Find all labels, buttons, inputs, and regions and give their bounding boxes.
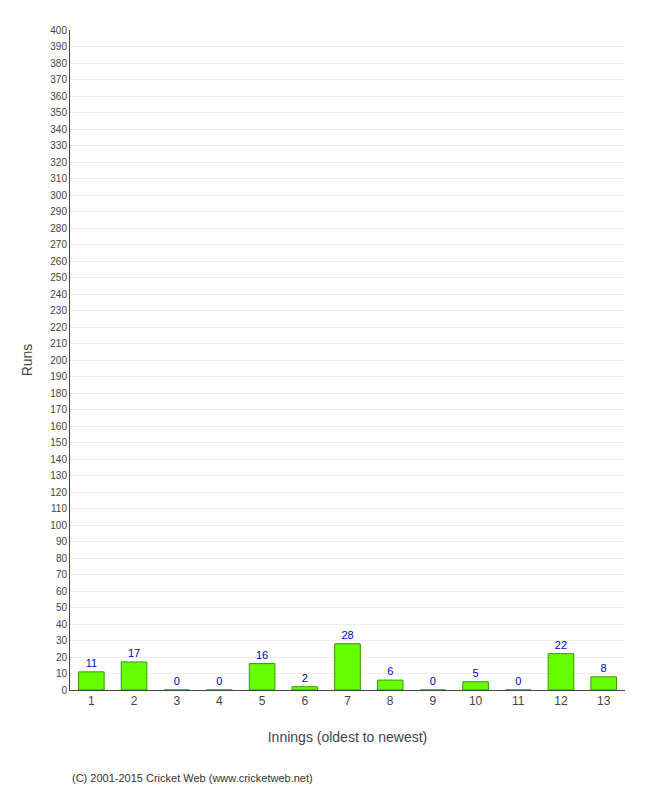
svg-text:11: 11 xyxy=(512,694,525,708)
svg-text:4: 4 xyxy=(216,694,223,708)
svg-text:0: 0 xyxy=(174,675,180,687)
svg-text:230: 230 xyxy=(50,305,67,316)
svg-text:280: 280 xyxy=(50,223,67,234)
svg-text:350: 350 xyxy=(50,107,67,118)
svg-text:370: 370 xyxy=(50,74,67,85)
svg-text:80: 80 xyxy=(56,553,68,564)
svg-text:30: 30 xyxy=(56,635,68,646)
svg-text:10: 10 xyxy=(469,694,483,708)
svg-text:250: 250 xyxy=(50,272,67,283)
svg-text:7: 7 xyxy=(344,694,351,708)
svg-text:17: 17 xyxy=(128,647,140,659)
svg-text:Runs: Runs xyxy=(19,344,35,377)
svg-text:2: 2 xyxy=(302,672,308,684)
svg-text:330: 330 xyxy=(50,140,67,151)
svg-text:180: 180 xyxy=(50,388,67,399)
svg-text:12: 12 xyxy=(554,694,568,708)
svg-text:50: 50 xyxy=(56,602,68,613)
svg-text:360: 360 xyxy=(50,91,67,102)
svg-text:22: 22 xyxy=(555,639,567,651)
svg-text:90: 90 xyxy=(56,536,68,547)
svg-text:130: 130 xyxy=(50,470,67,481)
svg-text:9: 9 xyxy=(430,694,437,708)
svg-text:390: 390 xyxy=(50,41,67,52)
svg-text:150: 150 xyxy=(50,437,67,448)
svg-text:190: 190 xyxy=(50,371,67,382)
svg-text:6: 6 xyxy=(387,665,393,677)
svg-text:300: 300 xyxy=(50,190,67,201)
svg-text:60: 60 xyxy=(56,586,68,597)
svg-text:6: 6 xyxy=(301,694,308,708)
svg-text:320: 320 xyxy=(50,157,67,168)
svg-text:240: 240 xyxy=(50,289,67,300)
svg-text:5: 5 xyxy=(473,667,479,679)
svg-text:2: 2 xyxy=(131,694,138,708)
svg-text:16: 16 xyxy=(256,649,268,661)
svg-text:70: 70 xyxy=(56,569,68,580)
svg-text:0: 0 xyxy=(216,675,222,687)
svg-text:0: 0 xyxy=(515,675,521,687)
svg-text:(C) 2001-2015 Cricket Web (www: (C) 2001-2015 Cricket Web (www.cricketwe… xyxy=(72,772,313,784)
svg-text:200: 200 xyxy=(50,355,67,366)
svg-text:210: 210 xyxy=(50,338,67,349)
svg-text:100: 100 xyxy=(50,520,67,531)
svg-text:220: 220 xyxy=(50,322,67,333)
svg-text:11: 11 xyxy=(86,657,97,669)
svg-text:1: 1 xyxy=(88,694,95,708)
svg-text:380: 380 xyxy=(50,58,67,69)
svg-text:270: 270 xyxy=(50,239,67,250)
svg-text:8: 8 xyxy=(601,662,607,674)
svg-text:5: 5 xyxy=(259,694,266,708)
svg-text:160: 160 xyxy=(50,421,67,432)
svg-text:260: 260 xyxy=(50,256,67,267)
svg-text:28: 28 xyxy=(341,629,353,641)
svg-text:40: 40 xyxy=(56,619,68,630)
svg-text:110: 110 xyxy=(51,503,67,514)
svg-text:0: 0 xyxy=(430,675,436,687)
svg-text:340: 340 xyxy=(50,124,67,135)
svg-text:10: 10 xyxy=(56,668,68,679)
svg-text:8: 8 xyxy=(387,694,394,708)
svg-text:20: 20 xyxy=(56,652,68,663)
svg-text:400: 400 xyxy=(50,25,67,36)
svg-text:0: 0 xyxy=(61,685,67,696)
svg-text:13: 13 xyxy=(597,694,611,708)
svg-text:140: 140 xyxy=(50,454,67,465)
svg-text:120: 120 xyxy=(50,487,67,498)
svg-text:310: 310 xyxy=(50,173,67,184)
svg-text:3: 3 xyxy=(173,694,180,708)
svg-text:290: 290 xyxy=(50,206,67,217)
svg-text:Innings (oldest to newest): Innings (oldest to newest) xyxy=(268,729,428,745)
svg-text:170: 170 xyxy=(50,404,67,415)
